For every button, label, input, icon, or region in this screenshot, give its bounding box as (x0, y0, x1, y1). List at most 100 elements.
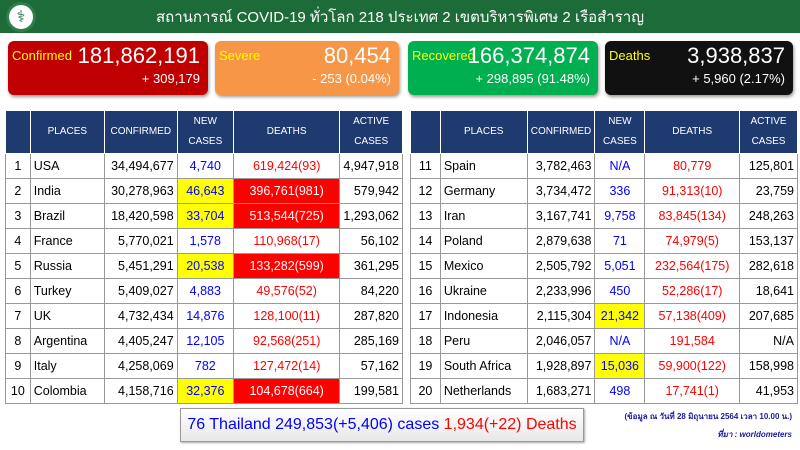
new-cases: 4,740 (176, 153, 234, 179)
column-header: PLACES (29, 110, 105, 154)
column-header: PLACES (439, 110, 528, 154)
active-cases: 1,293,062 (339, 203, 403, 229)
new-cases: 450 (594, 278, 646, 304)
rank: 13 (410, 203, 441, 229)
deaths: 133,282(599) (232, 253, 341, 279)
table-left: PLACES CONFIRMED NEW CASES DEATHS ACTIVE CAS… (5, 110, 403, 404)
active-cases: 125,801 (739, 153, 798, 179)
rank: 5 (5, 253, 31, 279)
active-cases: 248,263 (739, 203, 798, 229)
active-cases: 158,998 (739, 353, 798, 379)
deaths: 110,968(17) (232, 228, 341, 254)
card-value: 80,454 (323, 43, 391, 68)
confirmed: 2,046,057 (526, 328, 596, 354)
confirmed: 4,405,247 (103, 328, 178, 354)
new-cases: 1,578 (176, 228, 234, 254)
deaths: 104,678(664) (232, 378, 341, 404)
card-label: Deaths (609, 48, 651, 63)
card-deaths: Deaths 3,938,837 + 5,960 (2.17%) (605, 41, 793, 95)
deaths: 74,979(5) (644, 228, 741, 254)
active-cases: 287,820 (339, 303, 403, 329)
table-row: 16 Ukraine 2,233,996 450 52,286(17) 18,6… (410, 278, 798, 304)
table-row: 1 USA 34,494,677 4,740 619,424(93) 4,947… (5, 153, 403, 179)
table-row: 5 Russia 5,451,291 20,538 133,282(599) 3… (5, 253, 403, 279)
new-cases: N/A (594, 328, 646, 354)
new-cases: 46,643 (176, 178, 234, 204)
rank: 9 (5, 353, 31, 379)
confirmed: 1,928,897 (526, 353, 596, 379)
card-label: Severe (219, 48, 261, 63)
rank: 8 (5, 328, 31, 354)
place: Mexico (439, 253, 528, 279)
table-row: 3 Brazil 18,420,598 33,704 513,544(725) … (5, 203, 403, 229)
deaths: 57,138(409) (644, 303, 741, 329)
confirmed: 2,233,996 (526, 278, 596, 304)
rank: 6 (5, 278, 31, 304)
confirmed: 30,278,963 (103, 178, 178, 204)
place: India (29, 178, 105, 204)
table-row: 11 Spain 3,782,463 N/A 80,779 125,801 (410, 153, 798, 179)
new-cases: 782 (176, 353, 234, 379)
rank: 18 (410, 328, 441, 354)
deaths: 83,845(134) (644, 203, 741, 229)
rank: 2 (5, 178, 31, 204)
rank: 17 (410, 303, 441, 329)
rank: 7 (5, 303, 31, 329)
rank: 15 (410, 253, 441, 279)
place: Iran (439, 203, 528, 229)
new-cases: N/A (594, 153, 646, 179)
new-cases: 9,758 (594, 203, 646, 229)
table-row: 18 Peru 2,046,057 N/A 191,584 N/A (410, 328, 798, 354)
title-bar: ⚕ สถานการณ์ COVID-19 ทั่วโลก 218 ประเทศ … (0, 0, 800, 33)
active-cases: 41,953 (739, 378, 798, 404)
place: Netherlands (439, 378, 528, 404)
table-right: PLACES CONFIRMED NEW CASES DEATHS ACTIVE CAS… (410, 110, 798, 404)
place: Poland (439, 228, 528, 254)
confirmed: 34,494,677 (103, 153, 178, 179)
place: Spain (439, 153, 528, 179)
card-change: + 298,895 (91.48%) (475, 71, 590, 86)
active-cases: 4,947,918 (339, 153, 403, 179)
rank: 10 (5, 378, 31, 404)
column-header: NEW CASES (594, 110, 646, 154)
table-row: 12 Germany 3,734,472 336 91,313(10) 23,7… (410, 178, 798, 204)
table-row: 13 Iran 3,167,741 9,758 83,845(134) 248,… (410, 203, 798, 229)
card-severe: Severe 80,454 - 253 (0.04%) (215, 41, 399, 95)
confirmed: 2,115,304 (526, 303, 596, 329)
new-cases: 498 (594, 378, 646, 404)
place: Argentina (29, 328, 105, 354)
confirmed: 1,683,271 (526, 378, 596, 404)
confirmed: 4,158,716 (103, 378, 178, 404)
thailand-summary: 76 Thailand 249,853(+5,406) cases 1,934(… (180, 408, 584, 442)
new-cases: 14,876 (176, 303, 234, 329)
page-title: สถานการณ์ COVID-19 ทั่วโลก 218 ประเทศ 2 … (156, 8, 644, 26)
table-row: 2 India 30,278,963 46,643 396,761(981) 5… (5, 178, 403, 204)
active-cases: 153,137 (739, 228, 798, 254)
column-header: CONFIRMED (526, 110, 596, 154)
active-cases: 18,641 (739, 278, 798, 304)
place: Italy (29, 353, 105, 379)
table-row: 19 South Africa 1,928,897 15,036 59,900(… (410, 353, 798, 379)
active-cases: 84,220 (339, 278, 403, 304)
new-cases: 21,342 (594, 303, 646, 329)
active-cases: 56,102 (339, 228, 403, 254)
card-label: Recovered (412, 48, 475, 63)
new-cases: 12,105 (176, 328, 234, 354)
place: USA (29, 153, 105, 179)
column-header: NEW CASES (176, 110, 234, 154)
place: France (29, 228, 105, 254)
deaths: 91,313(10) (644, 178, 741, 204)
table-row: 7 UK 4,732,434 14,876 128,100(11) 287,82… (5, 303, 403, 329)
column-header: ACTIVE CASES (339, 110, 403, 154)
rank: 1 (5, 153, 31, 179)
new-cases: 15,036 (594, 353, 646, 379)
place: Peru (439, 328, 528, 354)
place: Ukraine (439, 278, 528, 304)
active-cases: N/A (739, 328, 798, 354)
table-row: 14 Poland 2,879,638 71 74,979(5) 153,137 (410, 228, 798, 254)
rank: 11 (410, 153, 441, 179)
rank: 14 (410, 228, 441, 254)
column-header: DEATHS (644, 110, 741, 154)
new-cases: 20,538 (176, 253, 234, 279)
table-row: 6 Turkey 5,409,027 4,883 49,576(52) 84,2… (5, 278, 403, 304)
